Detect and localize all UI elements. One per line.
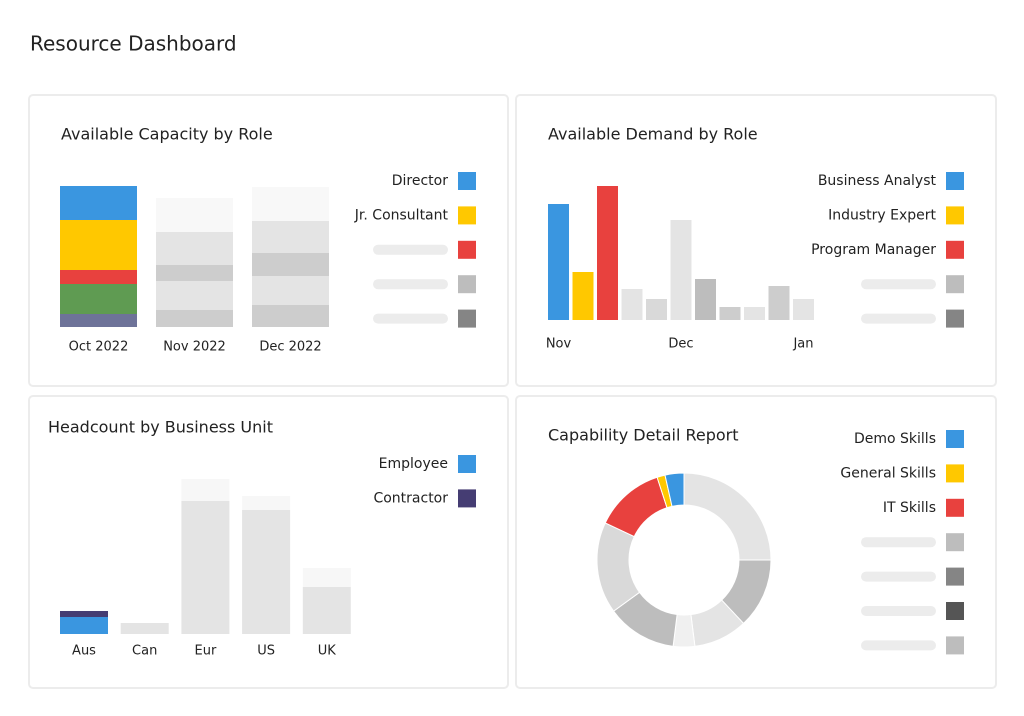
legend-swatch — [458, 309, 476, 328]
bar — [719, 307, 741, 320]
bar-segment — [302, 568, 351, 587]
legend-swatch — [458, 455, 476, 473]
x-tick-label: UK — [318, 644, 337, 659]
chart-title: Capability Detail Report — [548, 426, 739, 445]
bar-segment — [252, 253, 329, 276]
legend-placeholder — [373, 313, 448, 324]
legend-placeholder — [373, 279, 448, 290]
bar-segment — [156, 198, 233, 232]
bar-segment — [181, 501, 230, 634]
legend-swatch — [946, 430, 964, 448]
bar-segment — [242, 496, 291, 510]
x-tick-label: Oct 2022 — [69, 340, 129, 355]
legend-swatch — [946, 602, 964, 620]
bar-segment — [156, 232, 233, 265]
legend-swatch — [946, 464, 964, 483]
legend-swatch — [458, 172, 476, 190]
bar-segment — [252, 187, 329, 221]
x-tick-label: Can — [132, 644, 157, 659]
x-tick-label: Eur — [194, 644, 216, 659]
legend-placeholder — [861, 313, 936, 324]
bar-segment — [60, 220, 137, 270]
bar-segment — [120, 623, 169, 634]
x-tick-label: US — [257, 644, 275, 659]
bar-segment — [242, 510, 291, 634]
legend-label: Jr. Consultant — [354, 207, 449, 223]
bar-segment — [156, 265, 233, 281]
legend-placeholder — [861, 279, 936, 290]
bar-segment — [60, 284, 137, 314]
bar-segment — [60, 186, 137, 220]
legend-swatch — [458, 240, 476, 259]
legend-swatch — [946, 498, 964, 517]
legend-swatch — [946, 240, 964, 259]
bar — [548, 204, 569, 320]
legend-label: General Skills — [840, 465, 936, 481]
bar-segment — [60, 270, 137, 284]
bar — [670, 220, 692, 320]
legend-swatch — [458, 275, 476, 294]
legend-label: IT Skills — [883, 500, 936, 516]
x-tick-label: Dec — [668, 337, 693, 352]
legend-label: Industry Expert — [828, 207, 936, 223]
chart-title: Available Capacity by Role — [61, 125, 273, 144]
bar-segment — [252, 221, 329, 253]
legend-label: Director — [392, 173, 448, 189]
bar — [646, 299, 667, 320]
legend-swatch — [946, 206, 964, 225]
legend-placeholder — [373, 244, 448, 255]
bar-segment — [252, 276, 329, 305]
bar — [695, 279, 716, 320]
bar-segment — [302, 587, 351, 634]
x-tick-label: Jan — [792, 337, 813, 352]
bar-segment — [60, 611, 108, 617]
x-tick-label: Nov 2022 — [163, 340, 226, 355]
x-tick-label: Nov — [546, 337, 572, 352]
chart-title: Headcount by Business Unit — [48, 418, 273, 437]
bar — [793, 299, 814, 320]
bar-segment — [60, 617, 108, 634]
legend-label: Business Analyst — [818, 173, 937, 189]
legend-placeholder — [861, 606, 936, 616]
page-title: Resource Dashboard — [30, 32, 237, 56]
legend-label: Employee — [379, 456, 448, 472]
bar — [621, 289, 643, 320]
bar-segment — [181, 479, 230, 501]
legend-label: Contractor — [373, 490, 448, 506]
bar-segment — [156, 310, 233, 327]
bar-segment — [60, 314, 137, 327]
bar — [768, 286, 790, 320]
legend-swatch — [946, 275, 964, 294]
bar-segment — [156, 281, 233, 310]
x-tick-label: Aus — [72, 644, 96, 659]
legend-swatch — [946, 172, 964, 190]
legend-swatch — [946, 309, 964, 328]
legend-label: Demo Skills — [854, 431, 936, 447]
legend-swatch — [946, 636, 964, 655]
legend-swatch — [946, 533, 964, 552]
bar — [597, 186, 618, 320]
legend-placeholder — [861, 640, 936, 651]
bar-segment — [252, 305, 329, 327]
legend-swatch — [946, 567, 964, 586]
bar — [572, 272, 594, 320]
chart-title: Available Demand by Role — [548, 125, 758, 144]
legend-placeholder — [861, 571, 936, 582]
legend-swatch — [458, 489, 476, 508]
donut-segment — [664, 472, 685, 507]
legend-placeholder — [861, 537, 936, 548]
bar — [744, 307, 765, 320]
legend-label: Program Manager — [811, 242, 936, 258]
legend-swatch — [458, 206, 476, 225]
x-tick-label: Dec 2022 — [259, 340, 321, 355]
